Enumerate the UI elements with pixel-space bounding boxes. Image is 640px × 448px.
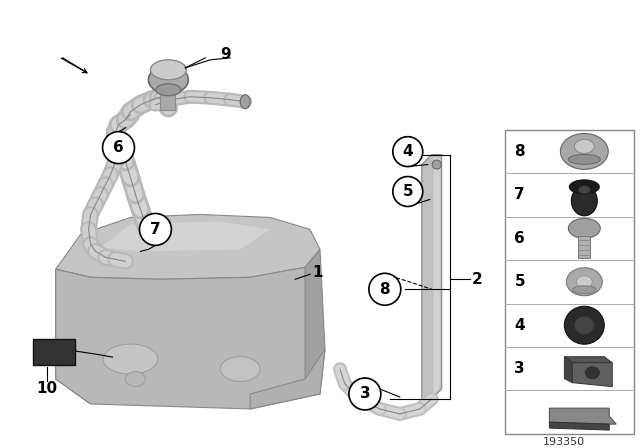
Ellipse shape: [568, 218, 600, 238]
Ellipse shape: [432, 160, 441, 169]
Circle shape: [369, 273, 401, 305]
Text: 8: 8: [380, 282, 390, 297]
Polygon shape: [56, 267, 320, 409]
Circle shape: [140, 213, 172, 246]
Text: 5: 5: [515, 274, 525, 289]
Polygon shape: [56, 269, 91, 404]
Polygon shape: [564, 357, 612, 363]
Text: 3: 3: [515, 361, 525, 376]
Polygon shape: [56, 215, 320, 279]
Ellipse shape: [572, 286, 596, 294]
Text: 193350: 193350: [543, 437, 586, 447]
Text: 8: 8: [515, 144, 525, 159]
Ellipse shape: [579, 186, 590, 194]
Ellipse shape: [572, 186, 597, 216]
Polygon shape: [549, 422, 609, 430]
Polygon shape: [572, 363, 612, 387]
Text: 4: 4: [515, 318, 525, 333]
Polygon shape: [564, 357, 572, 383]
Ellipse shape: [568, 155, 600, 164]
Text: 7: 7: [150, 222, 161, 237]
Text: 4: 4: [403, 144, 413, 159]
Polygon shape: [434, 158, 440, 394]
Polygon shape: [422, 155, 442, 399]
Ellipse shape: [150, 60, 186, 80]
Ellipse shape: [577, 276, 592, 288]
Ellipse shape: [586, 367, 599, 379]
Ellipse shape: [566, 268, 602, 296]
Ellipse shape: [103, 344, 158, 374]
Text: 10: 10: [36, 382, 57, 396]
Text: 9: 9: [220, 47, 230, 62]
Polygon shape: [549, 408, 616, 424]
Text: 3: 3: [360, 387, 370, 401]
Text: 7: 7: [515, 187, 525, 202]
Text: 1: 1: [313, 265, 323, 280]
Ellipse shape: [156, 84, 181, 96]
Ellipse shape: [570, 180, 599, 194]
Circle shape: [393, 137, 423, 167]
Ellipse shape: [564, 306, 604, 344]
Bar: [579, 237, 590, 258]
Polygon shape: [161, 90, 175, 110]
Ellipse shape: [561, 134, 608, 169]
Text: 2: 2: [472, 272, 483, 287]
Circle shape: [102, 132, 134, 164]
Ellipse shape: [574, 139, 595, 153]
Bar: [504, 129, 634, 434]
Text: 6: 6: [113, 140, 124, 155]
Polygon shape: [305, 250, 325, 394]
Ellipse shape: [574, 316, 595, 334]
Circle shape: [393, 177, 423, 207]
Polygon shape: [100, 221, 270, 251]
Bar: [33, 339, 75, 365]
Text: 6: 6: [515, 231, 525, 246]
Circle shape: [349, 378, 381, 410]
Ellipse shape: [125, 371, 145, 387]
Ellipse shape: [148, 66, 188, 94]
Text: 5: 5: [403, 184, 413, 199]
Ellipse shape: [220, 357, 260, 382]
Polygon shape: [250, 349, 325, 409]
Ellipse shape: [240, 95, 250, 109]
